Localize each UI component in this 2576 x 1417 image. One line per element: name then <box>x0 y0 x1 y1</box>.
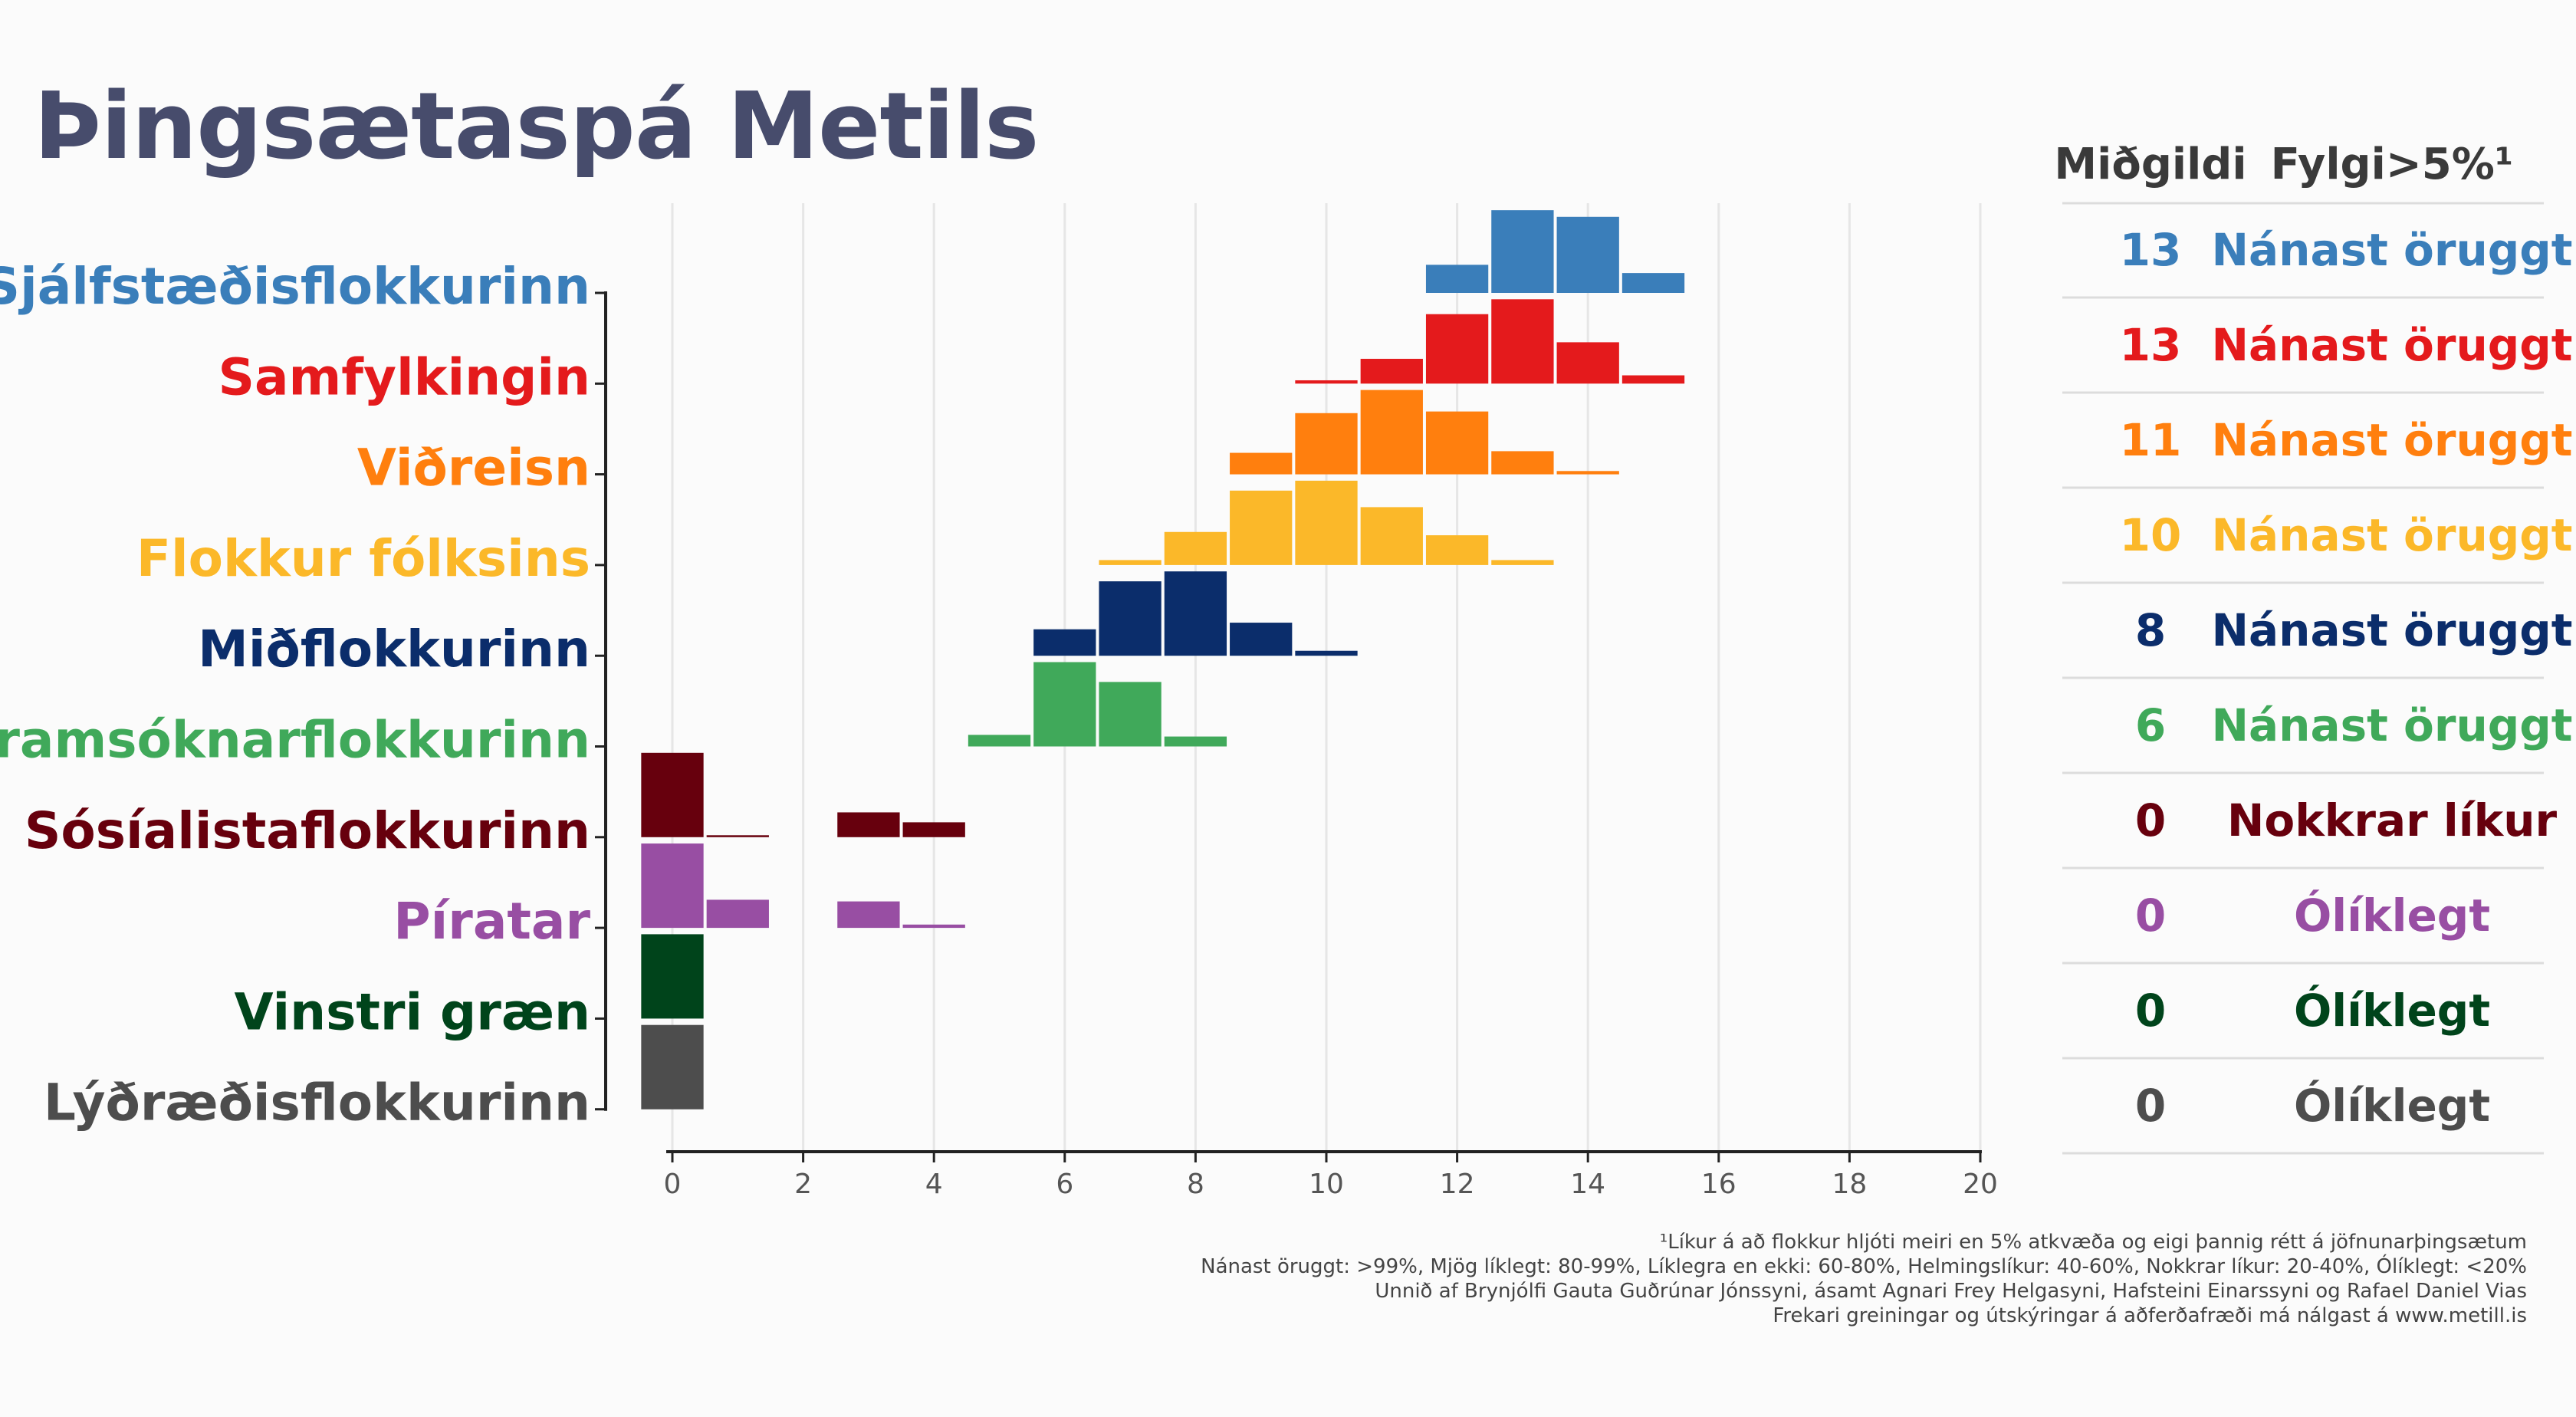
histogram-bar <box>641 1024 704 1110</box>
histogram-bar <box>1556 471 1619 475</box>
x-tick-label: 16 <box>1701 1169 1737 1200</box>
histogram-bar <box>1491 210 1554 293</box>
party-labels: Sjálfstæðisflokkurinn Samfylkingin Viðreis… <box>0 257 590 1133</box>
histogram-bar <box>1230 490 1293 565</box>
histogram-bar <box>1164 571 1227 656</box>
support-status: Ólíklegt <box>2294 889 2490 942</box>
grid-layer <box>671 203 1982 1152</box>
summary-table: Miðgildi Fylgi>5%¹ 13 Nánast öruggt 13 Nána… <box>2054 140 2573 1155</box>
histogram-bar <box>706 835 769 837</box>
histogram-bar <box>1295 380 1358 384</box>
party-label: Flokkur fólksins <box>136 529 590 588</box>
x-tick-label: 6 <box>1056 1169 1073 1200</box>
footnote-line: ¹Líkur á að flokkur hljóti meiri en 5% a… <box>1659 1231 2527 1254</box>
histogram-bar <box>837 901 900 929</box>
median-value: 6 <box>2135 699 2166 751</box>
histogram-bar <box>1099 560 1162 565</box>
median-value: 11 <box>2120 414 2182 466</box>
party-label: Vinstri græn <box>235 982 590 1041</box>
party-label: Píratar <box>393 892 590 951</box>
histogram-bar <box>1556 342 1619 384</box>
histogram-bar <box>1360 358 1423 384</box>
support-status: Nánast öruggt <box>2211 509 2572 561</box>
footnote-line: Frekari greiningar og útskýringar á aðfe… <box>1773 1304 2527 1327</box>
support-status: Nánast öruggt <box>2211 414 2572 466</box>
support-status: Ólíklegt <box>2294 1079 2490 1132</box>
histogram-bar <box>1425 314 1489 384</box>
histogram-bar <box>1622 273 1685 293</box>
party-label: Sjálfstæðisflokkurinn <box>0 257 590 316</box>
histogram-bar <box>1425 411 1489 475</box>
histogram-bar <box>1295 480 1358 565</box>
median-value: 8 <box>2135 604 2166 656</box>
histogram-bar <box>1099 581 1162 656</box>
histogram-bar <box>1164 531 1227 565</box>
histogram-bar <box>1622 375 1685 384</box>
histogram-bar <box>1425 535 1489 565</box>
median-value: 0 <box>2135 794 2166 847</box>
histogram-bar <box>902 822 965 837</box>
median-value: 13 <box>2120 224 2182 276</box>
histogram-bar <box>1425 265 1489 293</box>
histogram-bar <box>641 934 704 1019</box>
footnote-line: Nánast öruggt: >99%, Mjög líklegt: 80-99… <box>1201 1255 2527 1278</box>
histogram-bar <box>1230 452 1293 475</box>
x-tick-label: 20 <box>1963 1169 1998 1200</box>
party-label: Miðflokkurinn <box>198 620 590 679</box>
x-tick-label: 10 <box>1309 1169 1344 1200</box>
histogram-bar <box>837 812 900 837</box>
median-value: 13 <box>2120 319 2182 371</box>
histogram-bar <box>641 843 704 929</box>
histogram-bar <box>1295 413 1358 475</box>
histogram-bar <box>1164 736 1227 747</box>
party-label: Samfylkingin <box>218 347 590 406</box>
histogram-bar <box>706 899 769 929</box>
support-status: Nokkrar líkur <box>2227 794 2558 847</box>
histogram-bar <box>641 752 704 837</box>
support-status: Nánast öruggt <box>2211 604 2572 656</box>
support-status: Nánast öruggt <box>2211 699 2572 751</box>
histogram-bar <box>1491 451 1554 475</box>
x-tick-label: 14 <box>1570 1169 1605 1200</box>
histogram-bar <box>1360 507 1423 565</box>
histogram-bar <box>968 735 1031 747</box>
support-status: Nánast öruggt <box>2211 319 2572 371</box>
x-tick-label: 4 <box>925 1169 943 1200</box>
party-label: Framsóknarflokkurinn <box>0 711 590 770</box>
histogram-bar <box>1033 629 1096 656</box>
median-value: 0 <box>2135 985 2166 1037</box>
histogram-bar <box>1491 299 1554 384</box>
support-status: Nánast öruggt <box>2211 224 2572 276</box>
histogram-bar <box>1033 662 1096 747</box>
party-label: Sósíalistaflokkurinn <box>25 801 590 860</box>
bars-layer <box>641 210 1685 1110</box>
axis-layer: 0 2 4 6 8 10 12 14 16 18 20 <box>595 291 1998 1200</box>
median-value: 0 <box>2135 889 2166 942</box>
median-value: 10 <box>2120 509 2182 561</box>
histogram-bar <box>1360 390 1423 475</box>
party-label: Viðreisn <box>357 439 590 498</box>
median-value: 0 <box>2135 1080 2166 1132</box>
histogram-bar <box>1230 623 1293 656</box>
header-support: Fylgi>5%¹ <box>2271 140 2514 189</box>
histogram-bar <box>1491 560 1554 565</box>
x-tick-label: 8 <box>1187 1169 1204 1200</box>
x-tick-label: 2 <box>794 1169 812 1200</box>
footnote-line: Unnið af Brynjólfi Gauta Guðrúnar Jónssy… <box>1375 1280 2527 1303</box>
x-tick-label: 18 <box>1832 1169 1867 1200</box>
footnotes: ¹Líkur á að flokkur hljóti meiri en 5% a… <box>1201 1230 2527 1328</box>
chart-title: Þingsætaspá Metils <box>34 74 1039 180</box>
histogram-bar <box>1556 216 1619 293</box>
histogram-bar <box>902 924 965 929</box>
support-status: Ólíklegt <box>2294 984 2490 1037</box>
histogram-bar <box>1295 650 1358 656</box>
x-tick-label: 0 <box>664 1169 682 1200</box>
party-label: Lýðræðisflokkurinn <box>44 1073 590 1133</box>
x-tick-label: 12 <box>1440 1169 1475 1200</box>
header-median: Miðgildi <box>2054 140 2246 189</box>
histogram-bar <box>1099 682 1162 747</box>
